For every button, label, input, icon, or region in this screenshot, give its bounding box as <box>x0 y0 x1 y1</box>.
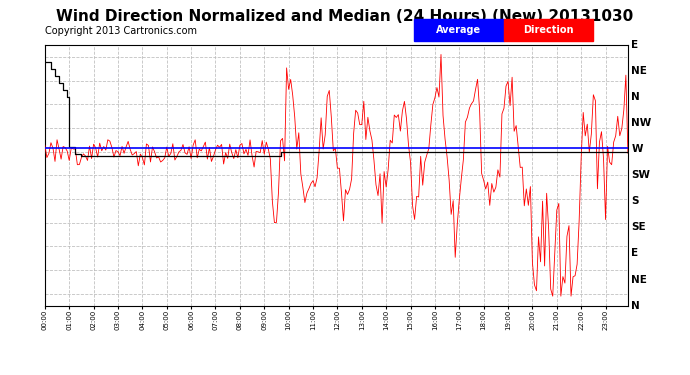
Text: E: E <box>631 249 638 258</box>
Text: SW: SW <box>631 170 651 180</box>
Text: Direction: Direction <box>523 25 574 35</box>
Text: E: E <box>631 40 638 50</box>
Text: W: W <box>631 144 643 154</box>
Text: Copyright 2013 Cartronics.com: Copyright 2013 Cartronics.com <box>45 26 197 36</box>
Text: NW: NW <box>631 118 651 128</box>
Text: N: N <box>631 92 640 102</box>
Text: NE: NE <box>631 66 647 76</box>
Text: Wind Direction Normalized and Median (24 Hours) (New) 20131030: Wind Direction Normalized and Median (24… <box>57 9 633 24</box>
Text: N: N <box>631 301 640 310</box>
Text: SE: SE <box>631 222 646 232</box>
Text: NE: NE <box>631 274 647 285</box>
Text: Average: Average <box>436 25 482 35</box>
Text: S: S <box>631 196 639 206</box>
